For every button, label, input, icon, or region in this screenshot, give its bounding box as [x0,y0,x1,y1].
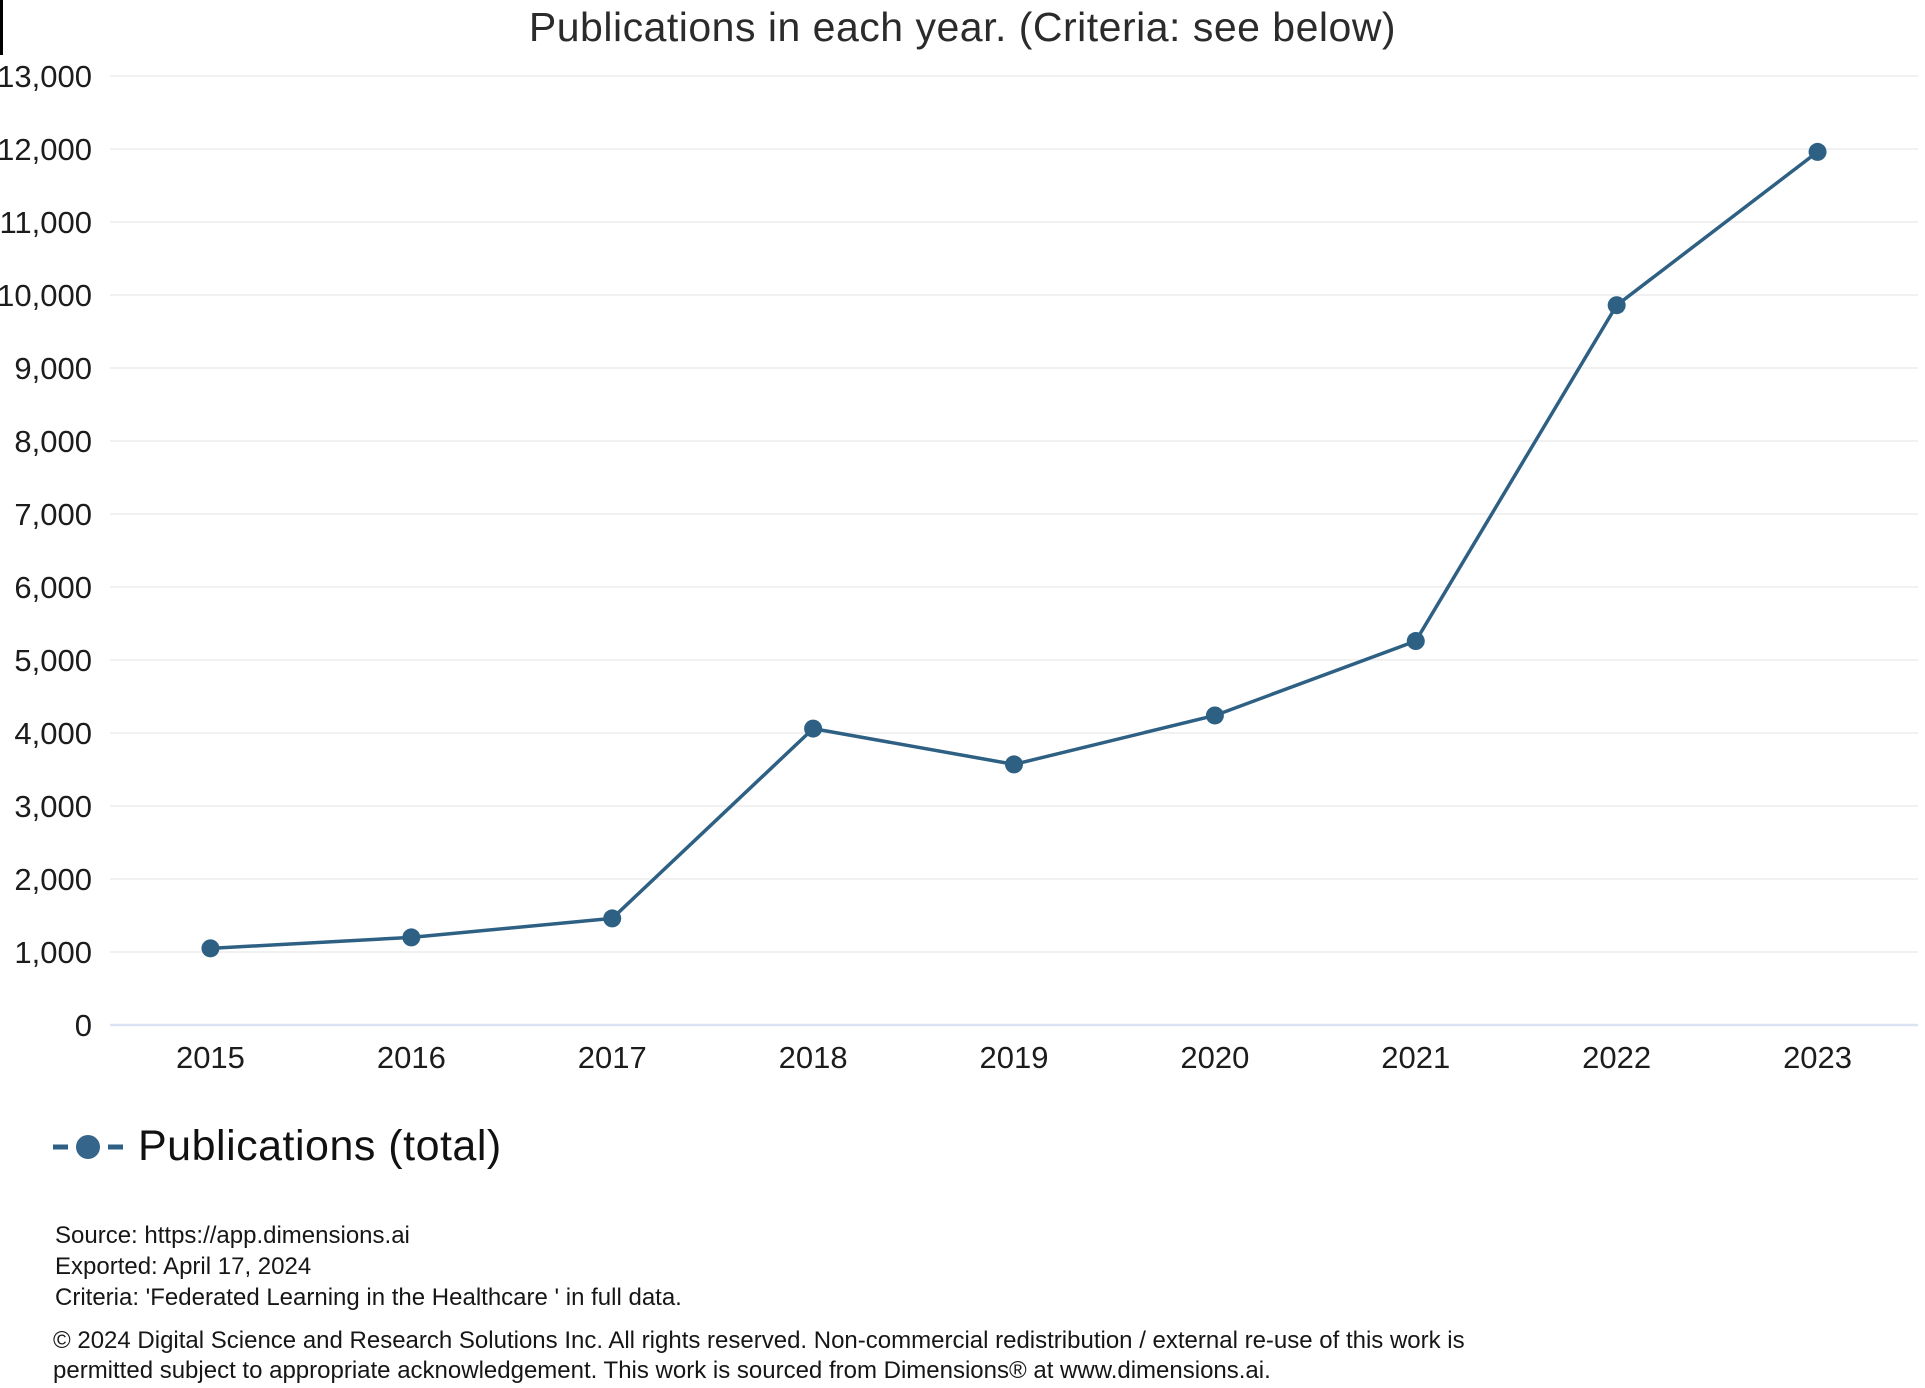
copyright-line-1: © 2024 Digital Science and Research Solu… [53,1327,1465,1354]
y-axis-tick-label: 13,000 [0,59,92,94]
y-axis-tick-label: 5,000 [14,643,92,678]
data-point [402,928,421,947]
x-axis-year-label: 2021 [1381,1040,1450,1075]
y-axis-tick-label: 1,000 [14,935,92,970]
x-axis-year-label: 2023 [1783,1040,1852,1075]
x-axis-year-label: 2015 [176,1040,245,1075]
x-axis-year-label: 2016 [377,1040,446,1075]
exported-line: Exported: April 17, 2024 [55,1253,312,1280]
criteria-line: Criteria: 'Federated Learning in the Hea… [55,1284,682,1311]
data-point [1607,296,1626,315]
x-axis-year-label: 2022 [1582,1040,1651,1075]
data-point [1406,632,1425,651]
x-axis-year-label: 2020 [1180,1040,1249,1075]
x-axis-year-label: 2017 [578,1040,647,1075]
publications-line-chart: 0 1,000 2,000 3,000 4,000 5,000 6,000 7,000 8,00… [0,59,1918,1075]
y-axis-tick-label: 0 [75,1008,92,1043]
y-axis-tick-label: 7,000 [14,497,92,532]
data-point [201,939,220,958]
y-axis-tick-label: 3,000 [14,789,92,824]
publications-series-line [210,150,1819,951]
chart-title: Publications in each year. (Criteria: se… [528,4,1397,50]
copyright-line-2: permitted subject to appropriate acknowl… [53,1357,1271,1384]
source-line: Source: https://app.dimensions.ai [55,1222,410,1249]
y-axis-tick-label: 4,000 [14,716,92,751]
y-axis-tick-label: 9,000 [14,351,92,386]
chart-legend: Publications (total) [52,1122,502,1171]
data-point [1005,755,1023,774]
data-point [1205,706,1224,725]
y-axis-tick-label: 12,000 [0,132,92,167]
x-axis-year-label: 2018 [779,1040,848,1075]
copyright-block: © 2024 Digital Science and Research Solu… [53,1326,1465,1386]
y-axis-tick-label: 6,000 [14,570,92,605]
source-info-block: Source: https://app.dimensions.ai Export… [55,1220,682,1313]
legend-line-marker-icon [53,1134,123,1159]
y-axis-tick-label: 2,000 [14,862,92,897]
y-axis-tick-label: 8,000 [14,424,92,459]
data-point [1808,142,1827,161]
legend-label: Publications (total) [138,1122,502,1170]
x-axis-year-label: 2019 [980,1040,1049,1075]
data-point [603,909,622,928]
scan-edge-artifact [0,0,3,55]
y-axis-tick-label: 11,000 [0,205,92,240]
data-point [804,719,823,738]
y-axis-tick-label: 10,000 [0,278,92,313]
